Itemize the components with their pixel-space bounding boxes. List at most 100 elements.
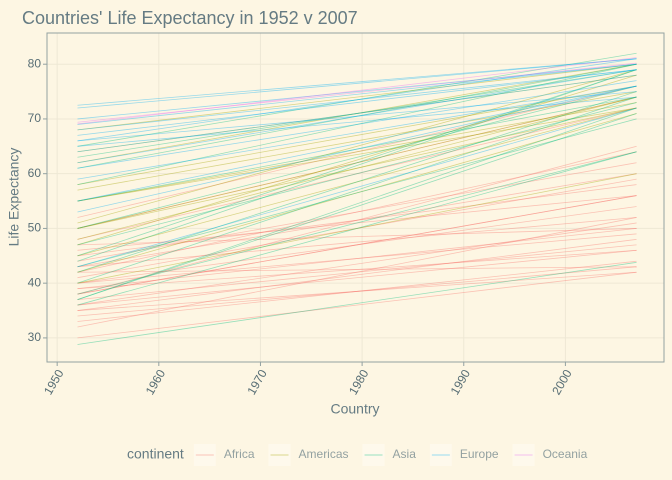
- country-line: [77, 195, 637, 295]
- country-line: [77, 222, 637, 306]
- country-line: [77, 206, 637, 284]
- country-line: [77, 69, 637, 224]
- country-line: [77, 63, 637, 131]
- country-line: [77, 113, 637, 273]
- country-line: [77, 102, 637, 202]
- country-line: [77, 173, 637, 268]
- country-line: [77, 113, 637, 300]
- country-line: [77, 74, 637, 153]
- country-line: [77, 238, 637, 311]
- country-line: [77, 69, 637, 262]
- country-line: [77, 57, 637, 125]
- country-line: [77, 102, 637, 246]
- country-line: [77, 162, 637, 262]
- country-line: [77, 85, 637, 186]
- country-line: [77, 85, 637, 218]
- country-line: [77, 96, 637, 229]
- legend-key: [268, 444, 291, 466]
- legend-item: Africa: [193, 444, 255, 466]
- country-line: [77, 107, 637, 229]
- country-line: [77, 69, 637, 158]
- y-tick-label: 40: [28, 275, 42, 289]
- country-line: [77, 63, 637, 186]
- country-line: [77, 107, 637, 257]
- country-line: [77, 85, 637, 229]
- country-line: [77, 195, 637, 295]
- country-line: [77, 62, 637, 123]
- country-line: [77, 178, 637, 279]
- y-axis-label: Life Expectancy: [6, 148, 22, 247]
- country-line: [77, 217, 637, 328]
- country-line: [77, 91, 637, 273]
- legend-key: [429, 444, 452, 466]
- country-line: [77, 58, 637, 142]
- country-line: [77, 63, 637, 169]
- country-line: [77, 96, 637, 284]
- country-line: [77, 244, 637, 300]
- legend-label: Europe: [460, 447, 499, 461]
- legend-key: [512, 444, 535, 466]
- country-line: [77, 69, 637, 257]
- country-line: [77, 260, 637, 322]
- chart-title: Countries' Life Expectancy in 1952 v 200…: [22, 8, 358, 28]
- country-line: [77, 266, 637, 317]
- country-line: [77, 271, 637, 339]
- country-line: [77, 118, 637, 268]
- country-line: [77, 85, 637, 180]
- country-line: [77, 107, 637, 240]
- country-line: [77, 58, 637, 106]
- legend-key: [362, 444, 385, 466]
- country-line: [77, 266, 637, 273]
- country-line: [77, 63, 637, 164]
- x-axis-label: Country: [330, 401, 379, 417]
- country-line: [77, 96, 637, 147]
- country-line: [77, 151, 637, 273]
- country-line: [77, 228, 637, 290]
- country-line: [77, 261, 637, 345]
- legend-label: Oceania: [543, 447, 588, 461]
- country-line: [77, 271, 637, 311]
- country-line: [77, 195, 637, 251]
- country-line: [77, 107, 637, 300]
- legend-item: Europe: [429, 444, 499, 466]
- legend-key: [193, 444, 216, 466]
- country-line: [77, 96, 637, 229]
- country-line: [77, 107, 637, 202]
- y-tick-label: 30: [28, 330, 42, 344]
- country-line: [77, 91, 637, 191]
- country-line: [77, 80, 637, 169]
- y-tick-label: 60: [28, 166, 42, 180]
- legend-label: Asia: [393, 447, 417, 461]
- country-line: [77, 69, 637, 131]
- country-line: [77, 85, 637, 213]
- country-line: [77, 228, 637, 246]
- country-line: [77, 173, 637, 284]
- y-tick-label: 80: [28, 56, 42, 70]
- country-line: [77, 145, 637, 295]
- country-line: [77, 107, 637, 268]
- country-line: [77, 96, 637, 240]
- legend-item: Asia: [362, 444, 417, 466]
- country-line: [77, 233, 637, 284]
- country-line: [77, 217, 637, 268]
- country-line: [77, 91, 637, 142]
- legend-label: Africa: [224, 447, 255, 461]
- country-line: [77, 63, 637, 120]
- country-line: [77, 85, 637, 202]
- country-line: [77, 249, 637, 306]
- country-line: [77, 74, 637, 246]
- country-line: [77, 184, 637, 257]
- country-line: [77, 69, 637, 164]
- country-line: [77, 63, 637, 125]
- country-line: [77, 151, 637, 295]
- country-line: [77, 58, 637, 109]
- y-tick-label: 70: [28, 111, 42, 125]
- country-line: [77, 151, 637, 306]
- plot-border: [46, 32, 665, 363]
- legend-label: Americas: [299, 447, 349, 461]
- legend-item: Oceania: [512, 444, 588, 466]
- legend-item: Americas: [268, 444, 349, 466]
- legend-title: continent: [127, 446, 184, 462]
